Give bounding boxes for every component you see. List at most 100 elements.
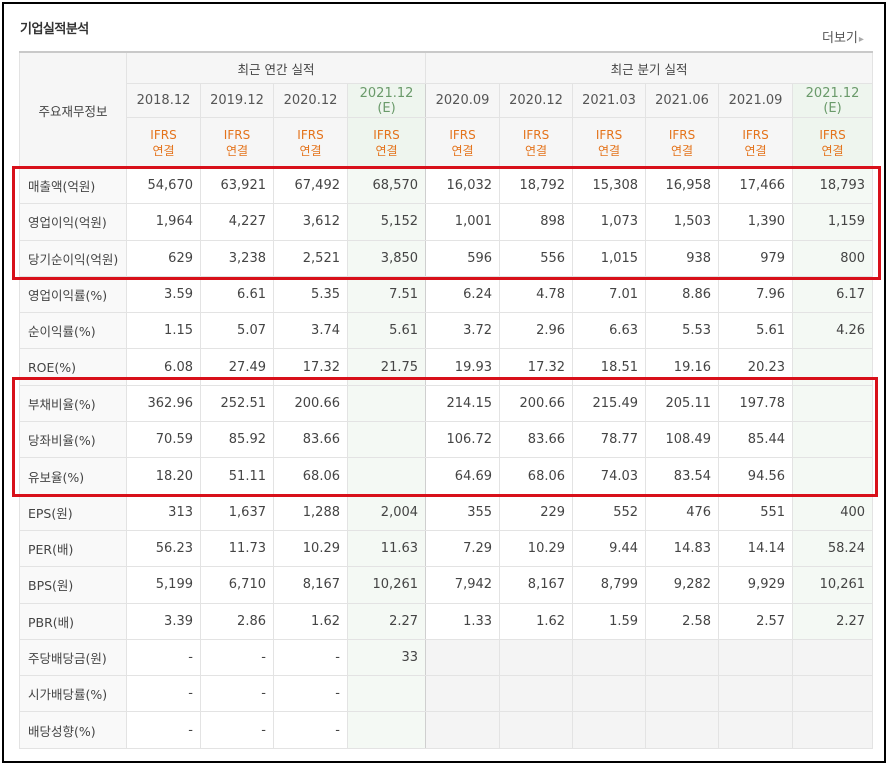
- table-cell: 15,308: [572, 166, 647, 205]
- table-cell: [718, 638, 794, 677]
- table-cell: 800: [792, 239, 874, 277]
- table-cell: 10,261: [346, 566, 427, 604]
- row-label: 유보율(%): [19, 457, 127, 495]
- table-cell: 313: [126, 493, 201, 531]
- table-cell: 1.15: [126, 312, 201, 350]
- period-header: 2019.12: [200, 83, 274, 118]
- table-cell: [572, 638, 647, 677]
- table-cell: -: [126, 675, 201, 713]
- row-label: 영업이익(억원): [19, 203, 127, 241]
- table-cell: [425, 638, 501, 677]
- table-cell: 1,637: [200, 493, 274, 531]
- row-label: 배당성향(%): [19, 711, 127, 749]
- row-label: 영업이익률(%): [19, 275, 127, 314]
- period-header: 2021.06: [645, 83, 720, 118]
- table-cell: 4,227: [200, 203, 274, 241]
- table-cell: 64.69: [425, 457, 501, 495]
- consolidated-text: 연결: [152, 143, 175, 158]
- table-cell: 6.08: [126, 348, 201, 386]
- table-cell: 215.49: [572, 384, 647, 423]
- table-cell: 70.59: [126, 421, 201, 459]
- table-cell: 106.72: [425, 421, 501, 459]
- table-cell: 18.51: [572, 348, 647, 386]
- table-cell: 629: [126, 239, 201, 277]
- table-cell: 108.49: [645, 421, 720, 459]
- table-cell: 18,792: [499, 166, 574, 205]
- table-row: 영업이익률(%) 3.59 6.61 5.35 7.51 6.24 4.78 7.01 8.86…: [19, 275, 874, 314]
- ifrs-header-row: IFRS 연결 IFRS 연결 IFRS 연결 IFRS 연결 IFRS 연결 IFRS 연결 IFRS…: [20, 117, 874, 168]
- table-cell: 197.78: [718, 384, 794, 423]
- period-label: 2021.12: [359, 85, 414, 101]
- table-cell: 54,670: [126, 166, 201, 205]
- table-cell: 14.14: [718, 529, 794, 568]
- table-row: 매출액(억원) 54,670 63,921 67,492 68,570 16,032 18,…: [19, 166, 874, 205]
- table-cell: 1,073: [572, 203, 647, 241]
- table-cell: 56.23: [126, 529, 201, 568]
- ifrs-text: IFRS: [668, 127, 696, 142]
- period-header: 2021.03: [572, 83, 647, 118]
- row-label: BPS(원): [19, 566, 127, 604]
- table-cell: 3.72: [425, 312, 501, 350]
- table-cell: 19.16: [645, 348, 720, 386]
- table-cell: 200.66: [273, 384, 348, 423]
- table-cell: 355: [425, 493, 501, 531]
- consolidated-text: 연결: [821, 143, 844, 158]
- period-header: 2018.12: [126, 83, 201, 118]
- ifrs-text: IFRS: [595, 127, 623, 142]
- table-cell: 18.20: [126, 457, 201, 495]
- table-cell: [346, 675, 427, 713]
- table-cell: 51.11: [200, 457, 274, 495]
- table-cell: 17,466: [718, 166, 794, 205]
- ifrs-text: IFRS: [150, 127, 177, 142]
- table-cell: 8,167: [273, 566, 348, 604]
- table-cell: 1.62: [499, 602, 574, 640]
- table-cell: -: [273, 638, 348, 677]
- table-cell: 83.54: [645, 457, 720, 495]
- table-cell: 18,793: [792, 166, 874, 205]
- table-cell: 3.74: [273, 312, 348, 350]
- row-label: 순이익률(%): [19, 312, 127, 350]
- table-cell: 552: [572, 493, 647, 531]
- table-cell: 938: [645, 239, 720, 277]
- period-header: 2021.12 (E): [792, 83, 874, 118]
- table-cell: 229: [499, 493, 574, 531]
- table-cell: [718, 675, 794, 713]
- table-cell: 9,282: [645, 566, 720, 604]
- table-row: ROE(%) 6.08 27.49 17.32 21.75 19.93 17.32 18.51…: [19, 348, 874, 386]
- table-cell: 551: [718, 493, 794, 531]
- ifrs-consolidated-label: IFRS 연결: [346, 117, 427, 168]
- table-cell: 7.29: [425, 529, 501, 568]
- table-cell: 68.06: [273, 457, 348, 495]
- table-cell: 1.59: [572, 602, 647, 640]
- table-cell: -: [126, 638, 201, 677]
- table-row: PER(배) 56.23 11.73 10.29 11.63 7.29 10.29 9.44 1…: [19, 529, 874, 568]
- table-row: 시가배당률(%) - - -: [19, 675, 874, 713]
- table-cell: 979: [718, 239, 794, 277]
- table-cell: -: [126, 711, 201, 749]
- table-cell: -: [273, 675, 348, 713]
- table-cell: 7.01: [572, 275, 647, 314]
- table-row: 유보율(%) 18.20 51.11 68.06 64.69 68.06 74.03 83.5…: [19, 457, 874, 495]
- table-cell: [792, 384, 874, 423]
- table-cell: -: [200, 711, 274, 749]
- table-cell: 16,958: [645, 166, 720, 205]
- table-cell: 476: [645, 493, 720, 531]
- corner-header: 주요재무정보: [19, 51, 127, 168]
- table-cell: [792, 711, 874, 749]
- table-cell: 5.53: [645, 312, 720, 350]
- table-cell: 8,799: [572, 566, 647, 604]
- ifrs-consolidated-label: IFRS 연결: [425, 117, 501, 168]
- table-cell: 596: [425, 239, 501, 277]
- ifrs-consolidated-label: IFRS 연결: [645, 117, 720, 168]
- table-cell: [572, 711, 647, 749]
- table-cell: [572, 675, 647, 713]
- chevron-right-icon: ▸: [858, 34, 864, 45]
- table-cell: 16,032: [425, 166, 501, 205]
- table-cell: 85.44: [718, 421, 794, 459]
- row-label: EPS(원): [19, 493, 127, 531]
- table-cell: [346, 421, 427, 459]
- more-link[interactable]: 더보기▸: [822, 27, 864, 46]
- table-cell: 1,001: [425, 203, 501, 241]
- table-cell: 17.32: [499, 348, 574, 386]
- table-cell: 7,942: [425, 566, 501, 604]
